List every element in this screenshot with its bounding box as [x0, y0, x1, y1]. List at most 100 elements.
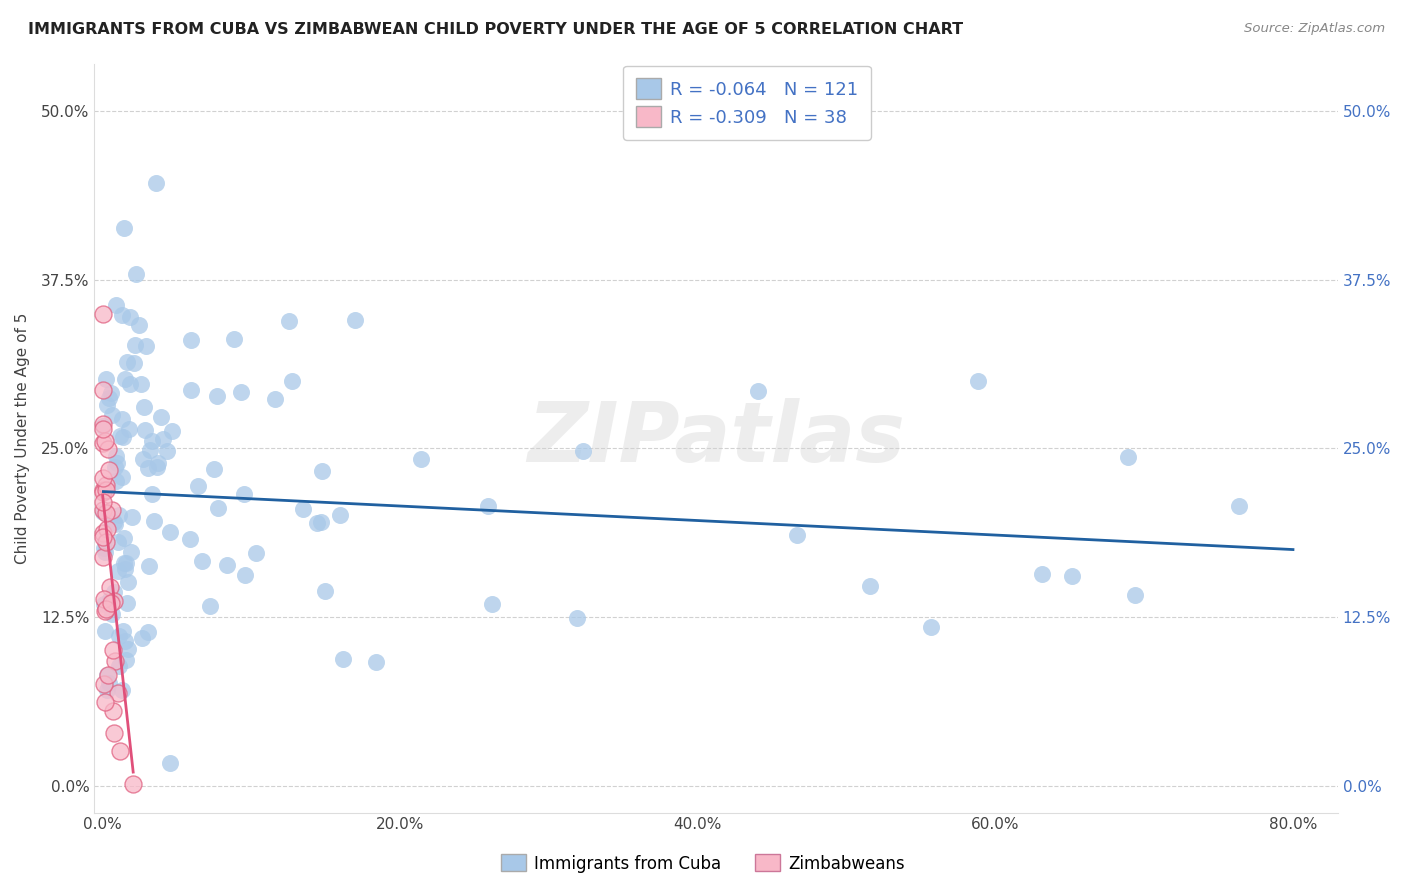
Point	[100, 607, 122, 621]
Point	[565, 611, 588, 625]
Point	[93, 505, 115, 519]
Point	[96, 522, 118, 536]
Point	[121, 510, 143, 524]
Point	[233, 487, 256, 501]
Point	[104, 450, 127, 464]
Text: Source: ZipAtlas.com: Source: ZipAtlas.com	[1244, 22, 1385, 36]
Point	[93, 597, 115, 611]
Point	[128, 318, 150, 332]
Point	[135, 339, 157, 353]
Point	[101, 643, 124, 657]
Point	[108, 508, 131, 523]
Point	[112, 220, 135, 235]
Point	[111, 624, 134, 639]
Point	[138, 559, 160, 574]
Point	[131, 632, 153, 646]
Point	[91, 483, 114, 497]
Point	[146, 459, 169, 474]
Point	[96, 398, 118, 412]
Point	[332, 652, 354, 666]
Point	[291, 501, 314, 516]
Legend: Immigrants from Cuba, Zimbabweans: Immigrants from Cuba, Zimbabweans	[495, 847, 911, 880]
Point	[91, 417, 114, 431]
Point	[179, 532, 201, 546]
Point	[93, 695, 115, 709]
Point	[103, 585, 125, 599]
Point	[481, 597, 503, 611]
Point	[118, 422, 141, 436]
Point	[93, 307, 115, 321]
Point	[215, 558, 238, 572]
Point	[98, 463, 121, 477]
Point	[117, 642, 139, 657]
Point	[107, 535, 129, 549]
Point	[307, 516, 329, 531]
Point	[101, 704, 124, 718]
Point	[180, 383, 202, 397]
Point	[231, 385, 253, 400]
Point	[100, 385, 122, 400]
Point	[136, 461, 159, 475]
Point	[136, 625, 159, 640]
Point	[132, 452, 155, 467]
Point	[120, 545, 142, 559]
Point	[159, 524, 181, 539]
Point	[91, 530, 114, 544]
Point	[190, 554, 212, 568]
Point	[187, 479, 209, 493]
Point	[131, 377, 153, 392]
Point	[91, 383, 114, 397]
Point	[93, 418, 115, 433]
Point	[329, 508, 352, 522]
Point	[139, 443, 162, 458]
Point	[93, 541, 115, 555]
Point	[94, 624, 117, 639]
Point	[104, 517, 127, 532]
Point	[104, 654, 127, 668]
Point	[108, 658, 131, 673]
Point	[94, 506, 117, 520]
Point	[103, 726, 125, 740]
Point	[104, 474, 127, 488]
Point	[94, 478, 117, 492]
Point	[411, 452, 433, 467]
Point	[97, 676, 120, 690]
Point	[180, 334, 202, 348]
Point	[311, 464, 333, 478]
Point	[207, 500, 229, 515]
Point	[344, 312, 367, 326]
Point	[134, 423, 156, 437]
Point	[97, 667, 120, 681]
Y-axis label: Child Poverty Under the Age of 5: Child Poverty Under the Age of 5	[15, 312, 30, 564]
Point	[108, 429, 131, 443]
Point	[114, 562, 136, 576]
Point	[100, 580, 122, 594]
Point	[198, 599, 221, 613]
Point	[115, 556, 138, 570]
Point	[103, 594, 125, 608]
Point	[91, 503, 114, 517]
Point	[114, 372, 136, 386]
Point	[859, 579, 882, 593]
Point	[100, 592, 122, 607]
Point	[101, 503, 124, 517]
Point	[477, 499, 499, 513]
Point	[222, 332, 245, 346]
Point	[141, 486, 163, 500]
Point	[91, 549, 114, 564]
Point	[105, 456, 128, 470]
Point	[103, 460, 125, 475]
Point	[111, 308, 134, 322]
Point	[366, 655, 388, 669]
Point	[148, 456, 170, 470]
Point	[94, 483, 117, 497]
Point	[571, 444, 593, 458]
Point	[233, 568, 256, 582]
Point	[112, 430, 135, 444]
Point	[263, 392, 285, 406]
Point	[98, 391, 121, 405]
Point	[118, 310, 141, 325]
Point	[114, 653, 136, 667]
Point	[118, 376, 141, 391]
Point	[91, 422, 114, 436]
